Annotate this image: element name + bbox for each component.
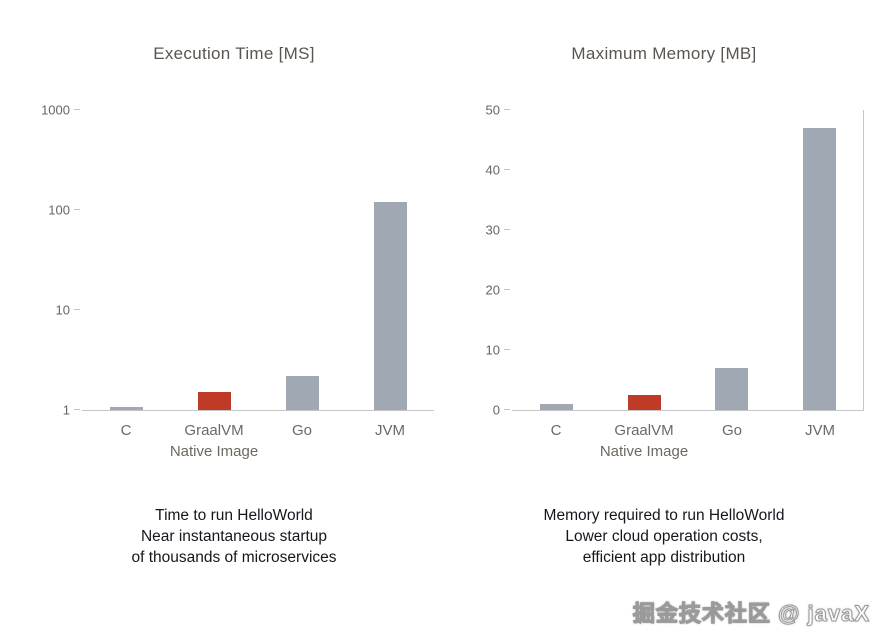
- y-tick-mark: [74, 209, 80, 210]
- bar-graalvm: [627, 395, 661, 410]
- y-tick-mark: [504, 409, 510, 410]
- y-tick-mark: [504, 349, 510, 350]
- x-tick-label: Go: [291, 422, 313, 439]
- x-tick-label: JVM: [805, 422, 835, 439]
- y-tick-label: 100: [48, 202, 70, 218]
- y-tick-label: 20: [485, 282, 500, 298]
- execution-time-chart: Execution Time [MS] 1 10 100 1000 C GraalVM …: [28, 44, 440, 569]
- plot-area: 1 10 100 1000: [41, 103, 434, 418]
- y-tick-label: 50: [485, 102, 500, 118]
- y-tick-mark: [504, 169, 510, 170]
- y-tick-mark: [74, 109, 80, 110]
- chart-title: Maximum Memory [MB]: [571, 44, 757, 63]
- x-tick-label: JVM: [375, 422, 405, 439]
- bar-go: [715, 368, 749, 410]
- x-tick-label: GraalVM Native Image: [599, 422, 689, 460]
- bar-jvm: [803, 128, 837, 410]
- bar-c: [539, 404, 573, 410]
- bar-c: [110, 407, 143, 410]
- y-tick-mark: [74, 309, 80, 310]
- x-tick-label: C: [120, 422, 132, 439]
- y-tick-mark: [504, 289, 510, 290]
- plot-area: 0 10 20 30 40 50: [486, 103, 864, 418]
- y-tick-mark: [504, 229, 510, 230]
- x-axis-labels: C GraalVM Native Image Go JVM: [512, 420, 864, 472]
- memory-chart: Maximum Memory [MB] 0 10 20 30 40 50 C GraalVM…: [458, 44, 870, 569]
- bar-jvm: [374, 202, 407, 410]
- y-tick-label: 40: [485, 162, 500, 178]
- x-axis-labels: C GraalVM Native Image Go JVM: [82, 420, 434, 472]
- y-tick-label: 30: [485, 222, 500, 238]
- y-tick-label: 10: [55, 302, 70, 318]
- x-tick-label: GraalVM Native Image: [169, 422, 259, 460]
- x-tick-label: C: [550, 422, 562, 439]
- chart-title: Execution Time [MS]: [153, 44, 315, 63]
- chart-caption: Time to run HelloWorld Near instantaneou…: [131, 507, 337, 566]
- y-tick-label: 1000: [41, 102, 70, 118]
- y-tick-label: 0: [492, 402, 500, 418]
- y-tick-mark: [504, 109, 510, 110]
- bar-graalvm: [198, 392, 231, 410]
- bar-go: [286, 375, 319, 410]
- chart-caption: Memory required to run HelloWorld Lower …: [543, 507, 785, 566]
- watermark: 掘金技术社区 @ javaX: [632, 601, 870, 627]
- y-tick-mark: [74, 409, 80, 410]
- y-tick-label: 10: [485, 342, 500, 358]
- x-tick-label: Go: [721, 422, 743, 439]
- y-tick-label: 1: [62, 402, 70, 418]
